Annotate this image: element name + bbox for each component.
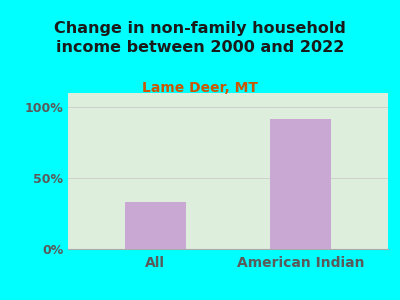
Bar: [125, 202, 186, 249]
Text: Change in non-family household
income between 2000 and 2022: Change in non-family household income be…: [54, 21, 346, 55]
Bar: [270, 118, 331, 249]
Text: Lame Deer, MT: Lame Deer, MT: [142, 81, 258, 95]
